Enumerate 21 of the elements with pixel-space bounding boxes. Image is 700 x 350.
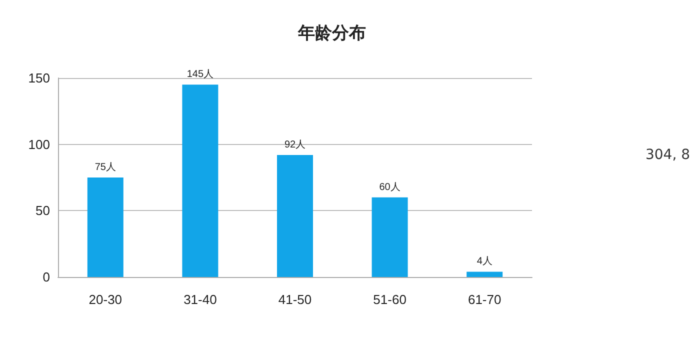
x-tick-label: 41-50 [278, 292, 312, 307]
y-tick-label: 100 [28, 136, 50, 152]
y-tick-label: 50 [36, 203, 50, 218]
bar [466, 272, 503, 277]
bar [182, 84, 218, 277]
y-tick-label: 150 [28, 70, 50, 86]
x-tick-label: 61-70 [468, 292, 502, 307]
data-label: 4人 [476, 256, 492, 268]
data-label: 145人 [186, 69, 214, 80]
x-tick-label: 31-40 [184, 292, 217, 307]
chart-title: 年龄分布 [297, 24, 366, 44]
bar [277, 154, 313, 277]
data-label: 60人 [379, 182, 400, 193]
x-tick-label: 51-60 [373, 292, 406, 307]
bar [372, 197, 408, 277]
x-tick-label: 20-30 [88, 292, 122, 307]
y-tick-label: 0 [42, 270, 50, 284]
data-label: 92人 [284, 139, 306, 150]
text: 304, 8 [645, 147, 690, 163]
data-label: 75人 [94, 162, 116, 173]
bar [87, 178, 124, 277]
